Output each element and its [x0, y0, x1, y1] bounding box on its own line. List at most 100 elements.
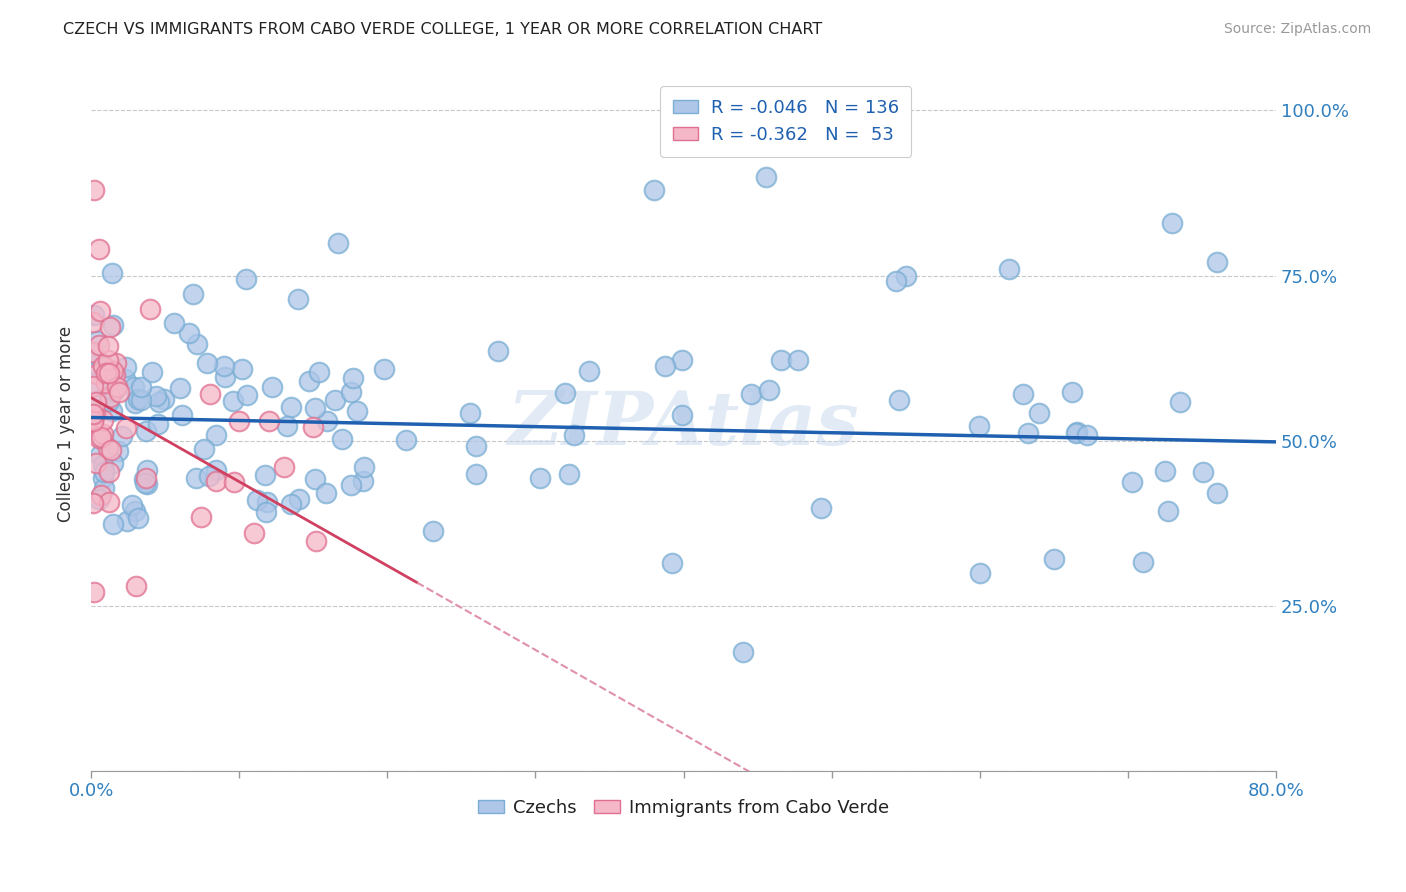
Point — [740, 387, 762, 401]
Point — [89, 304, 111, 318]
Point — [204, 474, 226, 488]
Point — [228, 414, 250, 428]
Point — [235, 388, 257, 402]
Point — [101, 516, 124, 531]
Point — [82, 412, 104, 426]
Point — [97, 353, 120, 368]
Point — [1043, 552, 1066, 566]
Point — [87, 242, 110, 256]
Point — [101, 318, 124, 333]
Point — [998, 261, 1021, 276]
Point — [254, 467, 277, 482]
Point — [373, 362, 395, 376]
Point — [90, 488, 112, 502]
Point — [83, 308, 105, 322]
Point — [1168, 395, 1191, 409]
Point — [1192, 465, 1215, 479]
Text: CZECH VS IMMIGRANTS FROM CABO VERDE COLLEGE, 1 YEAR OR MORE CORRELATION CHART: CZECH VS IMMIGRANTS FROM CABO VERDE COLL… — [63, 22, 823, 37]
Point — [1153, 464, 1175, 478]
Point — [643, 183, 665, 197]
Point — [340, 384, 363, 399]
Point — [328, 235, 350, 250]
Point — [124, 396, 146, 410]
Text: Source: ZipAtlas.com: Source: ZipAtlas.com — [1223, 22, 1371, 37]
Point — [82, 414, 104, 428]
Point — [342, 371, 364, 385]
Point — [1132, 555, 1154, 569]
Point — [82, 379, 104, 393]
Point — [145, 389, 167, 403]
Point — [82, 413, 104, 427]
Point — [1066, 426, 1088, 441]
Point — [661, 556, 683, 570]
Point — [558, 467, 581, 482]
Point — [153, 392, 176, 406]
Point — [304, 472, 326, 486]
Point — [758, 383, 780, 397]
Point — [246, 492, 269, 507]
Point — [91, 432, 114, 446]
Point — [214, 359, 236, 373]
Point — [86, 334, 108, 348]
Point — [562, 428, 585, 442]
Point — [105, 380, 128, 394]
Point — [91, 458, 114, 472]
Point — [184, 471, 207, 485]
Text: ZIPAtlas: ZIPAtlas — [508, 388, 859, 460]
Point — [323, 392, 346, 407]
Point — [82, 414, 104, 428]
Point — [884, 274, 907, 288]
Point — [260, 380, 283, 394]
Point — [91, 426, 114, 441]
Point — [127, 511, 149, 525]
Point — [100, 404, 122, 418]
Point — [129, 393, 152, 408]
Legend: Czechs, Immigrants from Cabo Verde: Czechs, Immigrants from Cabo Verde — [471, 791, 896, 824]
Point — [305, 533, 328, 548]
Point — [87, 492, 110, 507]
Point — [114, 420, 136, 434]
Point — [91, 471, 114, 485]
Point — [148, 417, 170, 431]
Point — [671, 409, 693, 423]
Point — [304, 401, 326, 415]
Point — [104, 368, 127, 383]
Point — [1028, 406, 1050, 420]
Point — [395, 433, 418, 447]
Point — [94, 361, 117, 376]
Point — [190, 510, 212, 524]
Point — [770, 353, 793, 368]
Point — [141, 365, 163, 379]
Point — [654, 359, 676, 374]
Point — [83, 585, 105, 599]
Point — [111, 428, 134, 442]
Point — [97, 394, 120, 409]
Point — [83, 407, 105, 421]
Point — [121, 499, 143, 513]
Point — [1062, 385, 1084, 400]
Point — [129, 379, 152, 393]
Point — [1076, 428, 1098, 442]
Point — [134, 475, 156, 490]
Point — [114, 359, 136, 374]
Point — [340, 477, 363, 491]
Point — [169, 381, 191, 395]
Point — [97, 441, 120, 455]
Point — [139, 301, 162, 316]
Point — [315, 414, 337, 428]
Point — [177, 326, 200, 341]
Point — [107, 444, 129, 458]
Point — [1205, 255, 1227, 269]
Point — [136, 477, 159, 491]
Point — [103, 456, 125, 470]
Point — [89, 338, 111, 352]
Point — [82, 407, 104, 421]
Point — [1011, 386, 1033, 401]
Point — [91, 413, 114, 427]
Point — [135, 463, 157, 477]
Point — [127, 392, 149, 406]
Point — [222, 393, 245, 408]
Point — [93, 481, 115, 495]
Point — [186, 337, 208, 351]
Point — [100, 266, 122, 280]
